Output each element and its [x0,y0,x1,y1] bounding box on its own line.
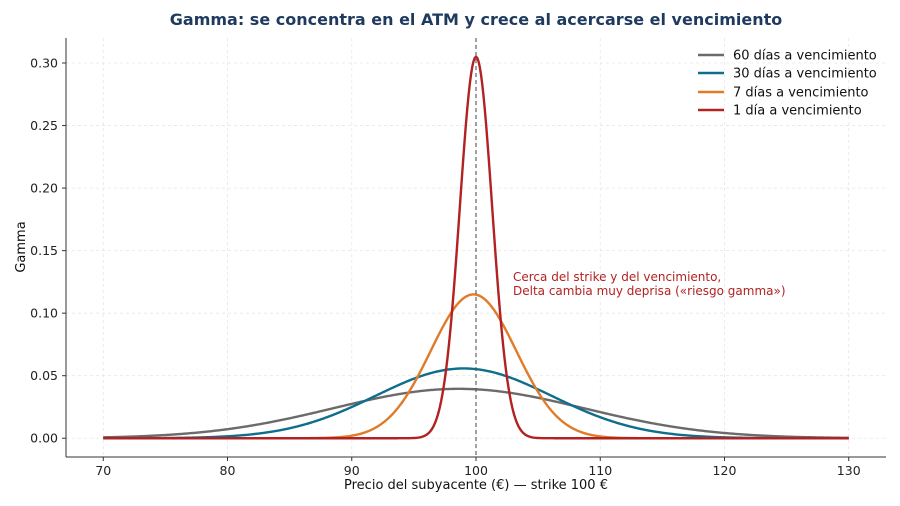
x-tick-label: 70 [95,463,111,478]
x-tick-label: 130 [837,463,861,478]
legend-label-30d: 30 días a vencimiento [733,67,877,82]
chart-title: Gamma: se concentra en el ATM y crece al… [170,10,782,29]
y-tick-label: 0.00 [30,431,58,446]
axes [62,38,886,461]
x-tick-label: 90 [344,463,360,478]
x-tick-label: 120 [713,463,737,478]
grid-lines [66,38,886,457]
y-tick-label: 0.15 [30,243,58,258]
y-tick-label: 0.05 [30,368,58,383]
annotation-line-1: Cerca del strike y del vencimiento, [513,270,721,284]
legend-label-1d: 1 día a vencimiento [733,104,862,119]
tick-labels: 70 80 90 100 110 120 130 0.00 0.05 0.10 0.15 0.20 0.… [30,56,861,478]
y-tick-label: 0.25 [30,118,58,133]
annotation-line-2: Delta cambia muy deprisa («riesgo gamma»… [513,284,786,298]
series-line-3 [103,55,849,440]
legend-label-7d: 7 días a vencimiento [733,86,869,101]
y-tick-label: 0.10 [30,306,58,321]
legend-label-60d: 60 días a vencimiento [733,49,877,64]
y-tick-label: 0.20 [30,181,58,196]
gamma-risk-annotation: Cerca del strike y del vencimiento, Delt… [513,270,786,298]
y-tick-label: 0.30 [30,56,58,71]
x-tick-label: 80 [220,463,236,478]
legend: 60 días a vencimiento 30 días a vencimie… [698,49,877,119]
x-tick-label: 110 [588,463,612,478]
x-axis-label: Precio del subyacente (€) — strike 100 € [344,478,608,493]
y-axis-label: Gamma [14,221,29,272]
x-tick-label: 100 [464,463,488,478]
